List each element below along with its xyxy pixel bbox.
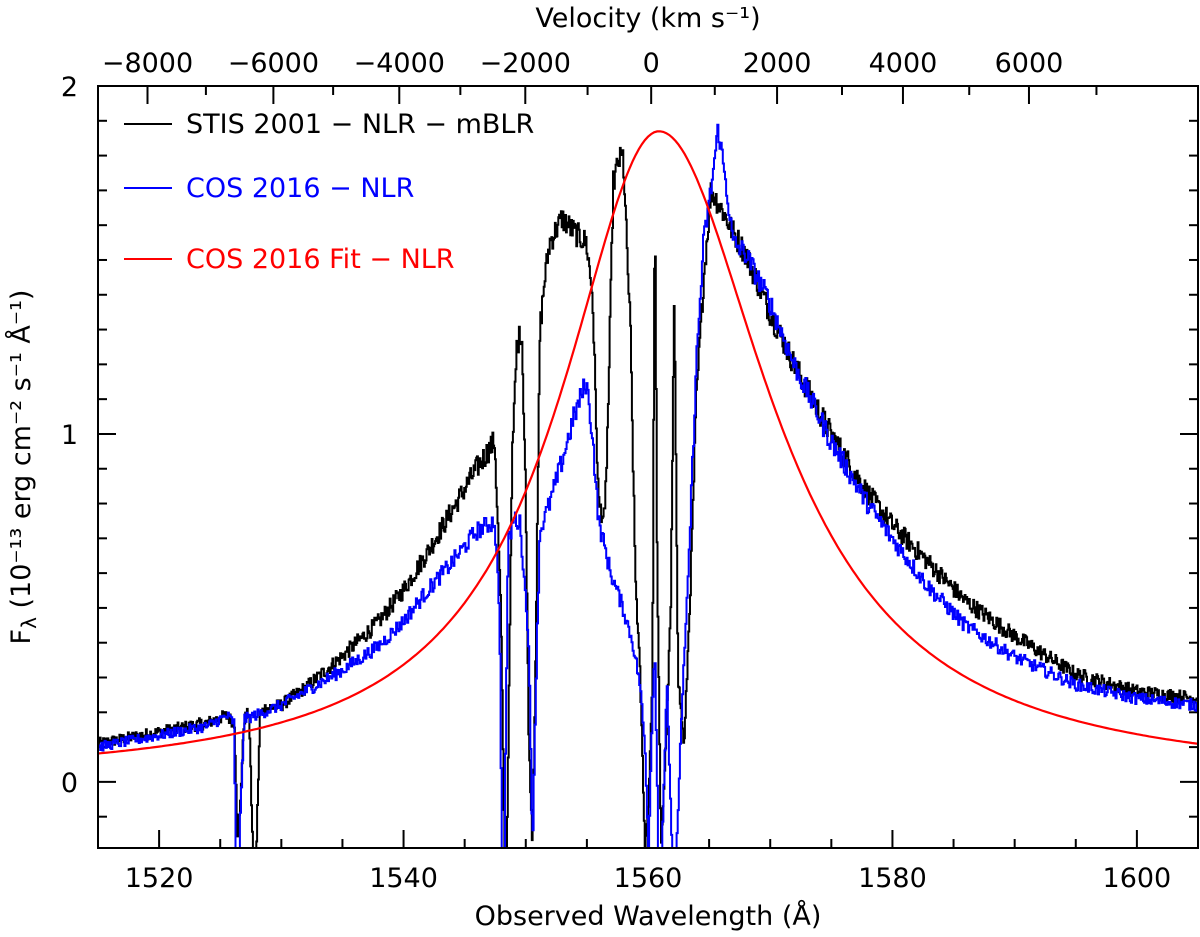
series-line-fit — [97, 130, 1199, 755]
legend: STIS 2001 − NLR − mBLR COS 2016 − NLR CO… — [124, 109, 534, 275]
top-axis-title: Velocity (km s⁻¹) — [535, 3, 760, 34]
series-line-cos — [97, 123, 1198, 849]
series-line-stis — [97, 146, 1198, 849]
y-axis-title-rest: (10⁻¹³ erg cm⁻² s⁻¹ Å⁻¹) — [5, 290, 37, 618]
y-axis-title: Fλ (10⁻¹³ erg cm⁻² s⁻¹ Å⁻¹) — [5, 290, 41, 645]
x-axis-title: Observed Wavelength (Å) — [475, 900, 822, 932]
velocity-tick-label: −8000 — [102, 48, 193, 79]
velocity-tick-label: 4000 — [869, 48, 938, 79]
axis-ticks — [97, 86, 1199, 848]
velocity-tick-label: 6000 — [995, 48, 1064, 79]
y-tick-label: 2 — [61, 72, 78, 103]
velocity-tick-label: −4000 — [354, 48, 445, 79]
x-tick-label: 1600 — [1103, 863, 1172, 894]
x-tick-label: 1560 — [614, 863, 683, 894]
x-tick-label: 1520 — [125, 863, 194, 894]
plot-frame — [97, 85, 1199, 849]
y-tick-label: 0 — [61, 768, 78, 799]
y-axis-title-sub: λ — [17, 617, 41, 629]
velocity-tick-label: 0 — [643, 48, 660, 79]
series-layer — [97, 123, 1199, 849]
legend-label-stis: STIS 2001 − NLR − mBLR — [186, 109, 534, 140]
velocity-tick-label: −6000 — [228, 48, 319, 79]
y-tick-label: 1 — [61, 420, 78, 451]
x-tick-label: 1580 — [858, 863, 927, 894]
legend-label-cos: COS 2016 − NLR — [186, 173, 414, 204]
velocity-tick-label: −2000 — [480, 48, 571, 79]
tick-labels: 1520 1540 1560 1580 1600 −8000 −6000 −4000 −2000… — [61, 48, 1171, 894]
y-axis-title-main: F — [6, 629, 37, 645]
x-tick-label: 1540 — [369, 863, 438, 894]
legend-label-fit: COS 2016 Fit − NLR — [186, 244, 455, 275]
velocity-tick-label: 2000 — [743, 48, 812, 79]
